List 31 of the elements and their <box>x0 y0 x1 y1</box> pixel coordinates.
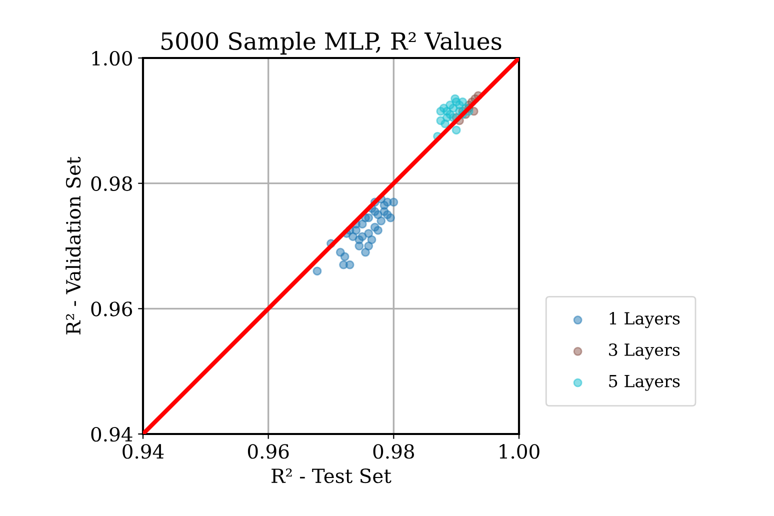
point <box>440 119 450 128</box>
point <box>364 242 374 250</box>
x-tick-label: 0.94 <box>122 444 164 459</box>
point <box>380 200 389 210</box>
point <box>370 207 380 216</box>
legend-label: 1 Layers <box>610 312 680 328</box>
point <box>354 235 364 244</box>
y-tick-label: 1.00 <box>92 50 132 66</box>
point <box>452 126 461 135</box>
y-axis-title: R² - Validation Set <box>66 156 81 334</box>
point <box>360 248 370 257</box>
point <box>340 252 350 262</box>
x-tick-label: 0.96 <box>248 444 289 459</box>
x-tick-label: 1.00 <box>500 444 540 459</box>
point <box>389 198 398 207</box>
legend-label: 3 Layers <box>609 343 680 360</box>
x-tick-label: 0.98 <box>373 444 414 459</box>
y-tick-label: 0.96 <box>91 302 132 316</box>
chart-title: 5000 Sample MLP, R² Values <box>162 32 502 55</box>
point <box>450 94 460 104</box>
point <box>312 266 322 276</box>
point <box>382 210 392 220</box>
point <box>376 216 386 226</box>
point <box>436 106 446 116</box>
y-tick-label: 0.98 <box>91 176 132 191</box>
x-axis-title: R² - Test Set <box>272 468 392 484</box>
legend-label: 5 Layers <box>609 374 680 391</box>
point <box>345 260 354 270</box>
point <box>374 226 382 235</box>
point <box>446 100 455 110</box>
y-tick-label: 0.94 <box>91 426 132 442</box>
